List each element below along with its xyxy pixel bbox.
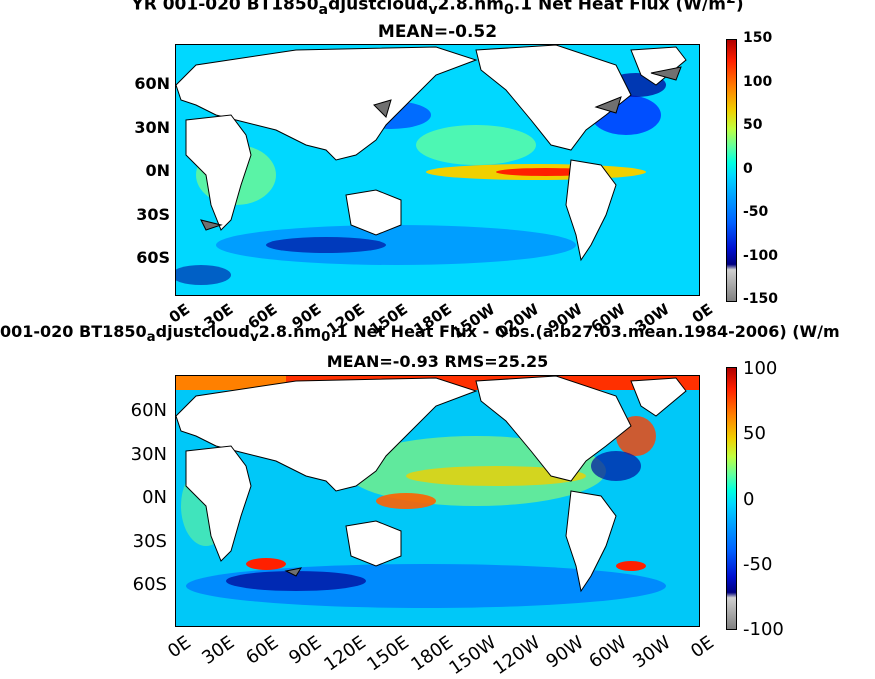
title-part: djustcloud bbox=[328, 0, 429, 15]
lat-label: 0N bbox=[142, 487, 167, 508]
title-sub: 0 bbox=[321, 330, 331, 346]
lat-label: 60N bbox=[130, 400, 167, 421]
lat-label: 0N bbox=[145, 161, 170, 180]
title-part: ) bbox=[735, 0, 744, 15]
lat-label: 60S bbox=[132, 574, 167, 595]
title-sub: v bbox=[428, 2, 438, 19]
colorbar-tick: 100 bbox=[743, 358, 778, 379]
panel1-title: YR 001-020 BT1850adjustcloudv2.8.nm0.1 N… bbox=[0, 0, 875, 18]
title-part: .1 Net Heat Flux (W/m bbox=[513, 0, 726, 15]
title-part: 001-020 BT1850 bbox=[0, 322, 147, 341]
panel1-map bbox=[175, 44, 700, 296]
colorbar-tick: -50 bbox=[743, 553, 773, 575]
panel2-map bbox=[175, 375, 700, 627]
colorbar-tick: 150 bbox=[743, 30, 773, 46]
panel1-title-text: YR 001-020 BT1850 bbox=[131, 0, 319, 15]
lon-label: 180E bbox=[407, 632, 457, 676]
lon-label: 0E bbox=[164, 632, 196, 663]
lat-label: 60N bbox=[134, 74, 170, 93]
colorbar-tick: -100 bbox=[743, 619, 784, 640]
panel2-title: 001-020 BT1850adjustcloudv2.8.nm0.1 Net … bbox=[0, 322, 875, 345]
lon-label: 120E bbox=[319, 632, 370, 676]
lon-label: 60W bbox=[585, 632, 631, 673]
title-part: 2.8.nm bbox=[437, 0, 504, 15]
title-sub: a bbox=[146, 330, 156, 346]
panel2-stats: MEAN=-0.93 RMS=25.25 bbox=[326, 352, 549, 371]
lon-label: 90W bbox=[541, 632, 588, 673]
colorbar-tick: -50 bbox=[743, 204, 769, 220]
lon-label: 0E bbox=[687, 632, 719, 663]
title-sub: a bbox=[318, 2, 329, 19]
lon-label: 150E bbox=[363, 632, 413, 676]
title-sub: v bbox=[249, 330, 259, 346]
lon-label: 60E bbox=[242, 632, 283, 669]
title-part: 2.8.nm bbox=[258, 322, 322, 341]
lat-label: 30N bbox=[134, 118, 170, 137]
title-part: djustcloud bbox=[155, 322, 250, 341]
lon-label: 30E bbox=[198, 632, 239, 669]
lat-label: 30N bbox=[130, 444, 167, 465]
lon-label: 30W bbox=[629, 632, 675, 673]
panel2-colorbar bbox=[726, 367, 737, 630]
lat-label: 30S bbox=[136, 205, 170, 224]
colorbar-tick: 50 bbox=[743, 423, 766, 445]
colorbar-tick: 100 bbox=[743, 73, 773, 90]
title-sub: 0 bbox=[503, 2, 514, 19]
colorbar-tick: -150 bbox=[743, 291, 779, 307]
title-part: .1 Net Heat Flux - Obs.(a.b27.03.mean.19… bbox=[330, 322, 840, 341]
colorbar-tick: -100 bbox=[743, 247, 779, 264]
lat-label: 60S bbox=[136, 248, 170, 267]
colorbar-tick: 50 bbox=[743, 117, 763, 133]
colorbar-tick: 0 bbox=[743, 160, 753, 177]
lon-label: 90E bbox=[285, 632, 326, 669]
colorbar-tick: 0 bbox=[743, 488, 755, 510]
title-sup: 2 bbox=[726, 0, 736, 7]
lat-label: 30S bbox=[132, 531, 167, 552]
panel1-mean: MEAN=-0.52 bbox=[377, 22, 498, 42]
panel1-colorbar bbox=[726, 39, 737, 302]
